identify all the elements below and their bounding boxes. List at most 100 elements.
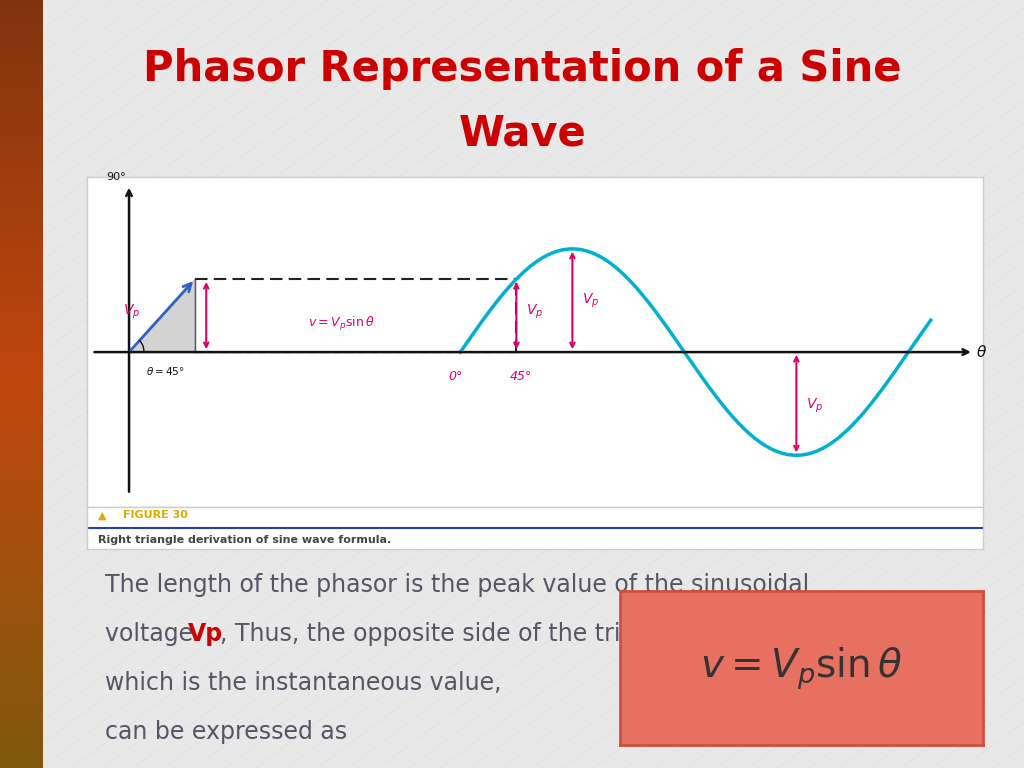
Bar xyxy=(0,307,43,315)
Bar xyxy=(0,445,43,453)
Bar xyxy=(0,338,43,346)
Bar xyxy=(0,645,43,653)
Bar xyxy=(0,353,43,361)
Bar xyxy=(0,146,43,154)
Text: $V_p$: $V_p$ xyxy=(582,291,599,310)
Bar xyxy=(0,691,43,699)
Text: ▲: ▲ xyxy=(98,510,106,521)
Bar xyxy=(0,23,43,31)
Bar xyxy=(0,438,43,445)
Bar xyxy=(0,77,43,84)
Bar xyxy=(0,261,43,269)
Bar xyxy=(0,269,43,276)
Bar xyxy=(0,561,43,568)
Bar xyxy=(0,230,43,238)
Bar xyxy=(0,31,43,38)
Bar xyxy=(0,384,43,392)
Text: Right triangle derivation of sine wave formula.: Right triangle derivation of sine wave f… xyxy=(98,535,391,545)
Text: can be expressed as: can be expressed as xyxy=(105,720,347,743)
Bar xyxy=(0,499,43,507)
Bar xyxy=(0,622,43,630)
Bar xyxy=(0,568,43,576)
Text: $V_p$: $V_p$ xyxy=(525,303,543,321)
Bar xyxy=(0,131,43,138)
Bar xyxy=(0,684,43,691)
Bar xyxy=(0,707,43,714)
Bar xyxy=(0,330,43,338)
Bar xyxy=(0,8,43,15)
Bar xyxy=(0,722,43,730)
Bar xyxy=(0,614,43,622)
Bar xyxy=(0,100,43,108)
Bar xyxy=(0,553,43,561)
Bar xyxy=(0,161,43,169)
Bar xyxy=(0,714,43,722)
Text: The length of the phasor is the peak value of the sinusoidal: The length of the phasor is the peak val… xyxy=(105,573,809,597)
Bar xyxy=(0,207,43,215)
Bar xyxy=(0,38,43,46)
Bar xyxy=(0,461,43,468)
Bar xyxy=(0,668,43,676)
Bar xyxy=(0,484,43,492)
Bar xyxy=(0,154,43,161)
Bar xyxy=(0,92,43,100)
Bar xyxy=(0,545,43,553)
Text: which is the instantaneous value,: which is the instantaneous value, xyxy=(105,670,502,695)
Bar xyxy=(0,753,43,760)
Bar xyxy=(0,238,43,246)
Bar xyxy=(0,507,43,515)
Bar xyxy=(0,745,43,753)
Bar xyxy=(0,346,43,353)
Bar xyxy=(0,246,43,253)
Bar xyxy=(0,468,43,476)
Bar xyxy=(0,323,43,330)
Bar xyxy=(0,177,43,184)
Bar xyxy=(0,760,43,768)
Bar xyxy=(0,200,43,207)
Bar xyxy=(0,599,43,607)
Bar xyxy=(0,223,43,230)
Bar xyxy=(0,492,43,499)
Bar xyxy=(0,284,43,292)
Bar xyxy=(0,407,43,415)
Bar xyxy=(0,476,43,484)
Bar xyxy=(0,730,43,737)
Bar xyxy=(0,637,43,645)
Bar xyxy=(0,369,43,376)
Bar xyxy=(0,522,43,530)
Bar xyxy=(0,15,43,23)
Bar xyxy=(0,184,43,192)
Bar xyxy=(0,515,43,522)
Bar xyxy=(0,215,43,223)
Bar xyxy=(0,108,43,115)
Bar xyxy=(0,676,43,684)
Text: voltage: voltage xyxy=(105,622,201,646)
Bar xyxy=(0,607,43,614)
Bar xyxy=(0,138,43,146)
Text: Vp: Vp xyxy=(188,622,223,646)
Bar xyxy=(0,61,43,69)
Bar xyxy=(0,46,43,54)
Text: $V_p$: $V_p$ xyxy=(806,396,823,415)
Text: $v = V_p\sin\theta$: $v = V_p\sin\theta$ xyxy=(308,315,375,333)
Text: $\theta=45°$: $\theta=45°$ xyxy=(145,366,184,378)
Bar xyxy=(0,392,43,399)
Text: 45°: 45° xyxy=(510,369,532,382)
Bar xyxy=(0,169,43,177)
Text: 90°: 90° xyxy=(106,172,126,182)
Polygon shape xyxy=(129,279,195,352)
Bar xyxy=(0,192,43,200)
Bar xyxy=(0,653,43,660)
Bar xyxy=(0,399,43,407)
Bar xyxy=(0,699,43,707)
Text: , Thus, the opposite side of the triangle,: , Thus, the opposite side of the triangl… xyxy=(220,622,693,646)
Bar xyxy=(0,300,43,307)
Text: Wave: Wave xyxy=(459,112,586,154)
Bar xyxy=(0,538,43,545)
Text: $V_p$: $V_p$ xyxy=(123,303,140,321)
Bar xyxy=(0,737,43,745)
Bar xyxy=(0,430,43,438)
Bar xyxy=(0,292,43,300)
Bar xyxy=(0,253,43,261)
Bar xyxy=(0,0,43,8)
